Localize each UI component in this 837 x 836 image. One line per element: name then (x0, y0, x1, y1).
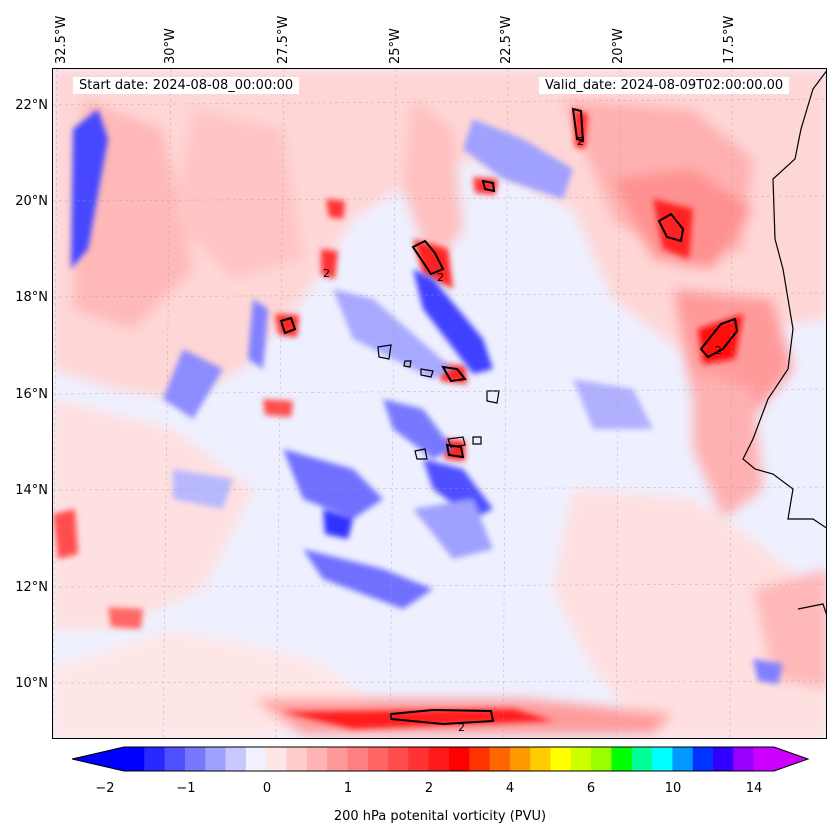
colorbar-segment (164, 747, 186, 771)
start-date-label: Start date: 2024-08-08_00:00:00 (73, 77, 300, 94)
colorbar-segment (184, 747, 206, 771)
lat-label: 14°N (15, 483, 48, 498)
colorbar-segment (733, 747, 755, 771)
colorbar-label: 200 hPa potenital vorticity (PVU) (333, 809, 547, 824)
colorbar-tick: 1 (343, 781, 353, 796)
colorbar-tick: 14 (745, 781, 763, 796)
lat-label: 18°N (15, 290, 48, 305)
lon-label: 17.5°W (722, 15, 737, 64)
colorbar-segment (306, 747, 328, 771)
colorbar-segment (570, 747, 592, 771)
colorbar-tick: −2 (95, 781, 115, 796)
lat-label: 10°N (15, 676, 48, 691)
colorbar-segment (124, 747, 145, 771)
colorbar-segment (672, 747, 694, 771)
negative-pv-shading (71, 109, 783, 684)
lat-label: 22°N (15, 98, 48, 113)
contour-label: 2 (323, 267, 330, 280)
colorbar-segment (286, 747, 308, 771)
colorbar-segment (347, 747, 369, 771)
colorbar-tick: 4 (505, 781, 515, 796)
colorbar-segment (469, 747, 491, 771)
colorbar-segment (245, 747, 267, 771)
colorbar-segment (753, 747, 775, 771)
colorbar-outline (72, 746, 810, 772)
lon-label: 32.5°W (54, 15, 69, 64)
lon-label: 30°W (163, 28, 178, 64)
colorbar-segment (449, 747, 470, 771)
colorbar-segment (489, 747, 511, 771)
colorbar-segment (591, 747, 612, 771)
colorbar (72, 746, 810, 772)
colorbar-segment (713, 747, 734, 771)
coastline (377, 70, 826, 615)
colorbar-segment (388, 747, 409, 771)
colorbar-segment (428, 747, 450, 771)
colorbar-segment (692, 747, 714, 771)
colorbar-segment (611, 747, 633, 771)
colorbar-extend-max (774, 747, 808, 771)
lon-label: 25°W (388, 28, 403, 64)
colorbar-segment (631, 747, 653, 771)
colorbar-tick: 2 (424, 781, 434, 796)
colorbar-segment (652, 747, 673, 771)
colorbar-segment (408, 747, 430, 771)
pv-2-contours (279, 107, 739, 726)
colorbar-segment (266, 747, 287, 771)
contour-label: 2 (577, 135, 584, 148)
colorbar-segment (550, 747, 572, 771)
colorbar-segment (367, 747, 389, 771)
colorbar-tick: 0 (262, 781, 272, 796)
map-panel: 2 2 2 2 2 Start date: 2024-08-08_00:00:0… (52, 68, 827, 739)
colorbar-tick: 6 (586, 781, 596, 796)
contour-label: 2 (437, 271, 444, 284)
contour-label: 2 (458, 721, 465, 734)
lon-label: 20°W (611, 28, 626, 64)
colorbar-extend-min (72, 747, 124, 771)
colorbar-tick: 10 (664, 781, 682, 796)
lon-label: 27.5°W (276, 15, 291, 64)
lat-label: 20°N (15, 194, 48, 209)
lon-label: 22.5°W (499, 15, 514, 64)
pv-field-map: 2 2 2 2 2 (53, 69, 826, 738)
lat-label: 16°N (15, 387, 48, 402)
colorbar-segment (530, 747, 552, 771)
lat-label: 12°N (15, 580, 48, 595)
colorbar-segment (205, 747, 227, 771)
valid-date-label: Valid_date: 2024-08-09T02:00:00.00 (539, 77, 790, 94)
colorbar-tick: −1 (176, 781, 196, 796)
contour-label: 2 (715, 344, 722, 357)
colorbar-segment (225, 747, 247, 771)
colorbar-segment (509, 747, 531, 771)
colorbar-segment (144, 747, 166, 771)
colorbar-segment (327, 747, 348, 771)
